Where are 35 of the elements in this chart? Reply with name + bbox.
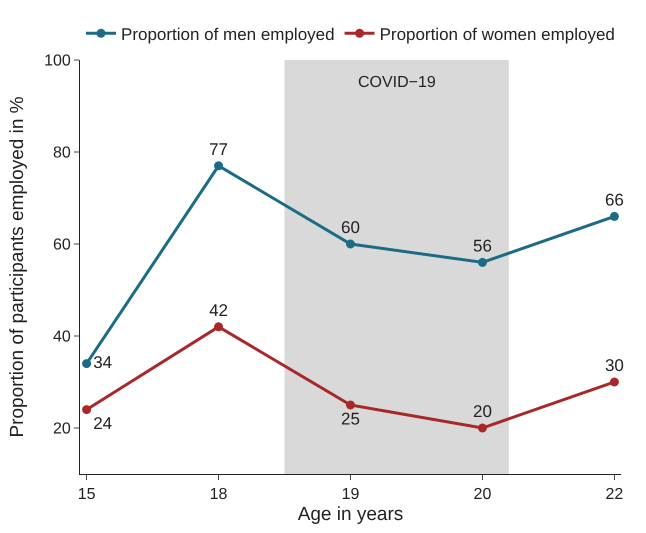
data-label: 20 — [472, 402, 492, 422]
point — [214, 161, 224, 170]
data-label: 66 — [604, 190, 624, 210]
x-tick-label: 18 — [210, 486, 228, 504]
data-label: 77 — [209, 140, 228, 159]
y-tick-label: 20 — [53, 420, 71, 438]
data-label: 30 — [604, 356, 624, 376]
point — [346, 400, 355, 410]
point — [346, 240, 355, 248]
legend-label: Proportion of women employed — [380, 24, 615, 44]
data-label: 34 — [93, 352, 112, 372]
data-label: 60 — [341, 218, 360, 238]
point — [478, 424, 487, 432]
y-tick-label: 80 — [53, 144, 71, 162]
x-axis-title: Age in years — [298, 504, 404, 525]
x-tick-label: 20 — [474, 486, 492, 504]
data-label: 25 — [341, 409, 360, 428]
y-tick-label: 100 — [44, 52, 71, 70]
x-tick-label: 22 — [606, 486, 624, 504]
point — [610, 378, 619, 386]
point — [478, 258, 487, 267]
data-label: 24 — [93, 414, 112, 433]
point — [82, 405, 92, 414]
point — [610, 212, 619, 221]
data-label: 56 — [472, 236, 492, 256]
y-axis-title: Proportion of participants employed in % — [6, 96, 28, 438]
band-label: COVID−19 — [358, 74, 436, 91]
y-tick-label: 60 — [53, 236, 71, 254]
legend-label: Proportion of men employed — [121, 24, 335, 44]
x-tick-label: 19 — [342, 486, 360, 504]
point — [82, 359, 92, 368]
x-tick-label: 15 — [78, 486, 96, 504]
y-tick-label: 40 — [53, 328, 71, 346]
point — [214, 322, 224, 332]
data-label: 42 — [209, 300, 228, 320]
